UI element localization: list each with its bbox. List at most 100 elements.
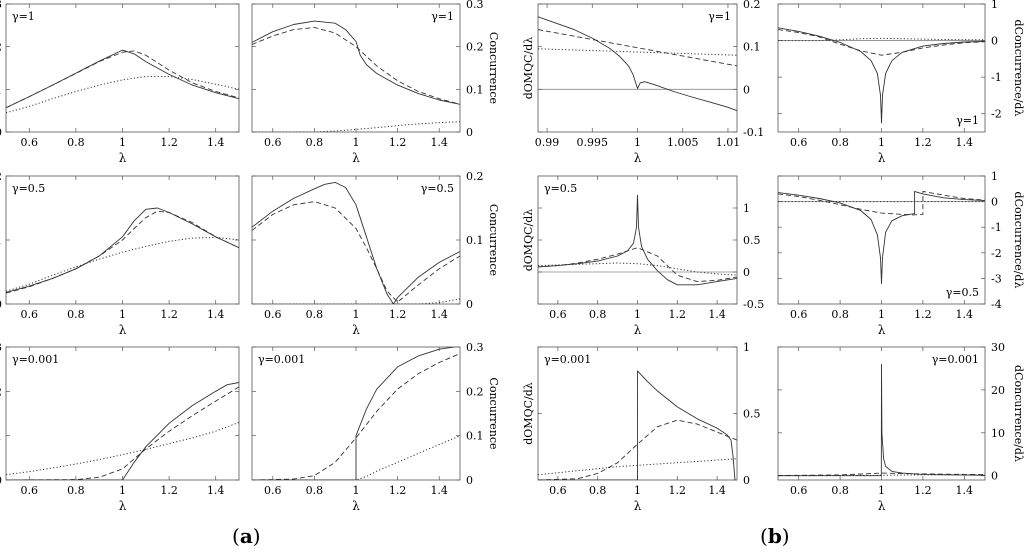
gamma-annotation: γ=0.001 bbox=[932, 353, 979, 366]
series-group bbox=[252, 181, 460, 304]
series-line-dashed bbox=[6, 386, 239, 480]
x-tick-label: 0.6 bbox=[264, 308, 282, 321]
y-tick-label: 0.1 bbox=[0, 83, 2, 96]
x-tick-label: 1.2 bbox=[914, 308, 932, 321]
series-line-dashed bbox=[252, 353, 460, 480]
x-tick-label: 1 bbox=[878, 136, 885, 149]
chart-b-r3-right: 0.6 0.8 1 1.2 1.4 0 10 20 30 λ dConcurrence/dλ γ=0.… bbox=[777, 341, 1024, 513]
series-line-solid bbox=[778, 27, 985, 124]
y-tick-label: 0.3 bbox=[0, 341, 2, 354]
x-tick-label: 0.8 bbox=[306, 308, 324, 321]
y-tick-label: -0.1 bbox=[743, 126, 764, 139]
series-line-dashed bbox=[538, 29, 737, 67]
panel-label-a-letter: a bbox=[239, 524, 253, 548]
x-tick-label: 1.2 bbox=[160, 484, 178, 497]
panel-label-b-letter: b bbox=[767, 524, 782, 548]
x-tick-label: 1.01 bbox=[716, 136, 741, 149]
series-group bbox=[6, 207, 239, 294]
y-tick-label: 0.3 bbox=[466, 0, 484, 11]
y-tick-label: 0.2 bbox=[466, 41, 484, 54]
x-tick-label: 1.4 bbox=[956, 308, 974, 321]
gamma-annotation: γ=1 bbox=[708, 10, 731, 23]
gamma-annotation: γ=0.5 bbox=[421, 182, 454, 195]
y-tick-label: 0.3 bbox=[0, 0, 2, 11]
x-tick-label: 0.6 bbox=[549, 484, 567, 497]
y-tick-label: 0 bbox=[991, 196, 998, 209]
x-tick-label: 1 bbox=[353, 308, 360, 321]
series-line-dashed bbox=[252, 201, 460, 303]
series-line-solid bbox=[6, 207, 239, 293]
y-tick-label: -2 bbox=[991, 108, 1002, 121]
x-axis-label: λ bbox=[878, 323, 886, 337]
series-line-solid bbox=[538, 16, 737, 112]
gamma-annotation: γ=0.001 bbox=[12, 353, 59, 366]
series-line-solid bbox=[538, 370, 736, 480]
series-group bbox=[538, 16, 737, 112]
x-tick-label: 0.6 bbox=[549, 308, 567, 321]
y-tick-label: 0.2 bbox=[0, 385, 2, 398]
series-line-dotted bbox=[778, 37, 985, 42]
x-tick-label: 1.4 bbox=[430, 308, 448, 321]
x-tick-label: 1.2 bbox=[389, 136, 407, 149]
y-tick-label: 0.2 bbox=[0, 170, 2, 183]
x-tick-label: 0.8 bbox=[306, 484, 324, 497]
x-tick-label: 1.2 bbox=[389, 308, 407, 321]
y-tick-label: 0.2 bbox=[743, 0, 761, 11]
series-group bbox=[538, 194, 737, 286]
x-tick-label: 1.005 bbox=[667, 136, 699, 149]
y-tick-label: 0 bbox=[743, 474, 750, 487]
x-tick-label: 0.6 bbox=[21, 308, 39, 321]
y-tick-label: 0.1 bbox=[466, 83, 484, 96]
chart-a-r1-left: 0.60.811.21.400.10.20.3λOMQCγ=1 bbox=[0, 0, 240, 165]
chart-b-r1-left: 0.99 0.995 1 1.005 1.01-0.1 0 0.1 0.2 λ dOMQC/dλ γ… bbox=[522, 0, 764, 165]
x-tick-label: 0.6 bbox=[790, 484, 808, 497]
x-tick-label: 1.2 bbox=[669, 308, 687, 321]
series-line-solid bbox=[252, 181, 460, 304]
series-line-dotted bbox=[6, 236, 239, 292]
series-line-dotted bbox=[538, 262, 737, 276]
x-tick-label: 0.6 bbox=[790, 308, 808, 321]
series-line-dashed bbox=[778, 190, 985, 216]
x-tick-label: 0.99 bbox=[535, 136, 560, 149]
x-tick-label: 1.4 bbox=[207, 484, 225, 497]
y-tick-label: 0.5 bbox=[743, 408, 761, 421]
series-line-solid bbox=[6, 382, 239, 480]
series-line-solid bbox=[252, 347, 458, 480]
series-line-solid bbox=[778, 190, 985, 284]
x-axis-label: λ bbox=[352, 323, 360, 337]
chart-b-r1-right: 0.6 0.8 1 1.2 1.4 -2 -1 0 1 λ dConcurrence/dλ γ=1 bbox=[777, 0, 1024, 165]
series-line-dashed bbox=[538, 419, 737, 480]
y-tick-label: -4 bbox=[991, 298, 1002, 311]
x-tick-label: 1.2 bbox=[914, 136, 932, 149]
series-group bbox=[252, 20, 460, 132]
x-tick-label: 0.6 bbox=[264, 136, 282, 149]
series-group bbox=[778, 27, 985, 124]
x-tick-label: 1.4 bbox=[207, 136, 225, 149]
y-tick-label: 0.1 bbox=[0, 234, 2, 247]
y-tick-label: 0.1 bbox=[0, 430, 2, 443]
x-tick-label: 1 bbox=[634, 484, 641, 497]
gamma-annotation: γ=1 bbox=[431, 10, 454, 23]
x-tick-label: 1 bbox=[353, 484, 360, 497]
x-tick-label: 0.8 bbox=[589, 308, 607, 321]
series-line-dotted bbox=[252, 435, 460, 480]
y-tick-label: 30 bbox=[991, 341, 1005, 354]
series-group bbox=[252, 347, 460, 480]
x-axis-label: λ bbox=[634, 499, 642, 513]
series-line-solid bbox=[778, 363, 985, 477]
x-tick-label: 1.4 bbox=[430, 484, 448, 497]
series-line-solid bbox=[6, 49, 239, 109]
panel-label-a: (a) bbox=[232, 524, 261, 548]
x-tick-label: 1 bbox=[878, 484, 885, 497]
x-axis-label: λ bbox=[352, 499, 360, 513]
panel-label-b-close: ) bbox=[781, 524, 790, 548]
y-tick-label: -1 bbox=[991, 71, 1002, 84]
plot-frame bbox=[5, 346, 240, 481]
x-axis-label: λ bbox=[878, 499, 886, 513]
x-tick-label: 0.8 bbox=[831, 308, 849, 321]
series-line-solid bbox=[252, 20, 460, 105]
y-tick-label: 0 bbox=[991, 35, 998, 48]
x-tick-label: 1 bbox=[119, 484, 126, 497]
chart-a-r2-right: 0.6 0.8 1 1.2 1.4 0 0.1 0.2 λ Concurrence γ=0.5 bbox=[251, 170, 500, 337]
